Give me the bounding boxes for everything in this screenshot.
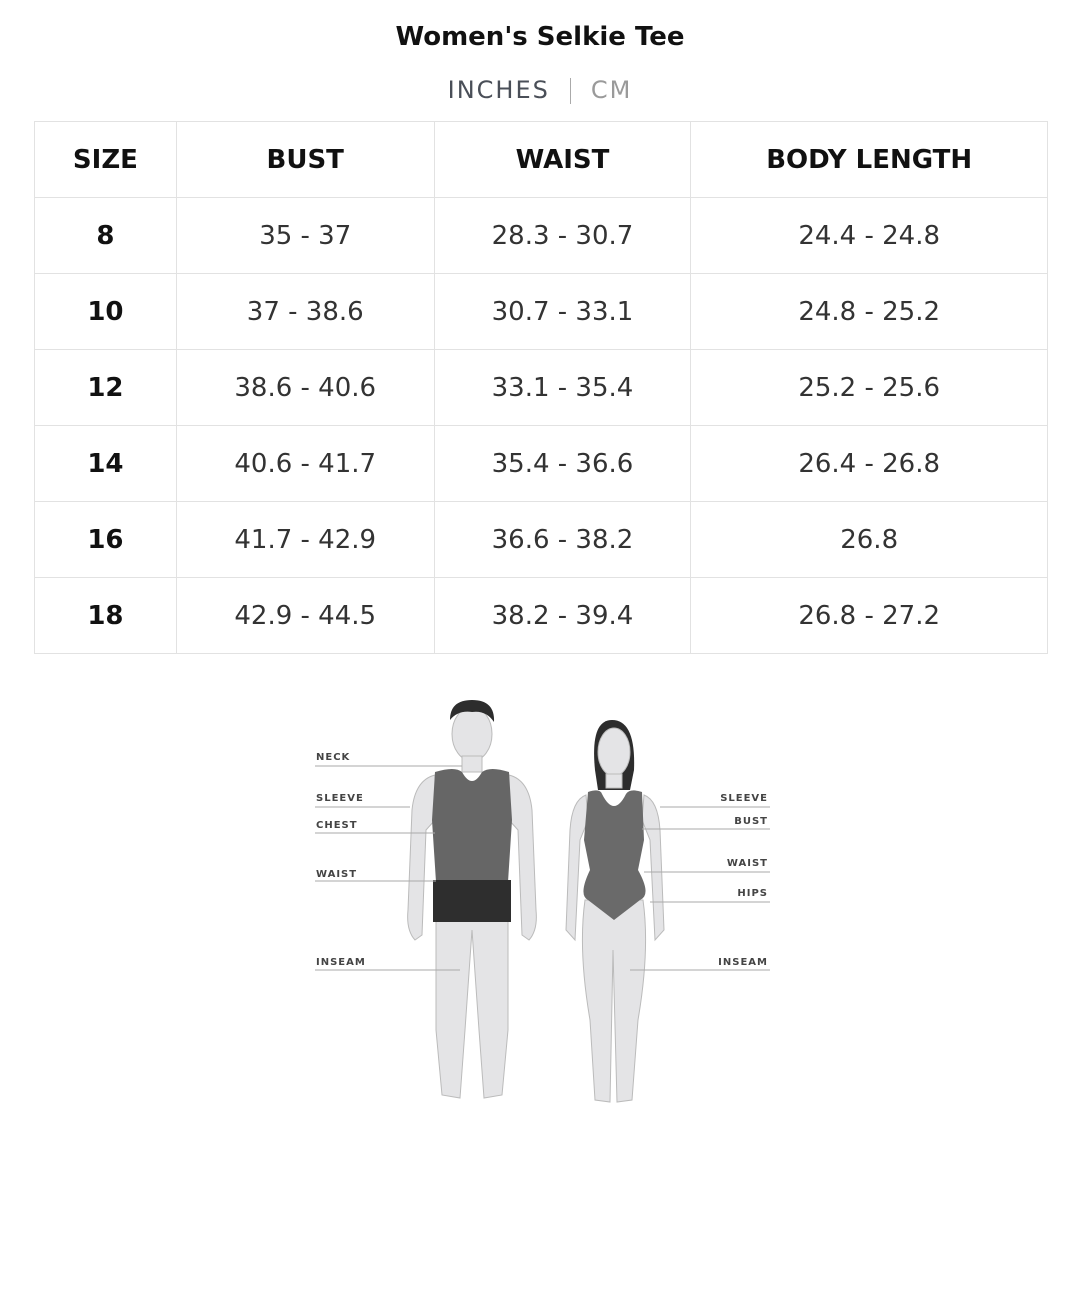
cell-size: 18: [34, 577, 177, 654]
cell-size: 10: [34, 273, 177, 350]
cell-bust: 37 - 38.6: [175, 273, 435, 350]
body-figures-illustration: [315, 700, 770, 1103]
cell-waist: 33.1 - 35.4: [433, 349, 692, 426]
cell-body-length: 26.4 - 26.8: [690, 425, 1048, 502]
label-waist-male: WAIST: [316, 869, 358, 880]
page-title: Women's Selkie Tee: [395, 22, 685, 52]
table-header-row: SIZE BUST WAIST BODY LENGTH: [34, 121, 1048, 198]
cell-waist: 36.6 - 38.2: [433, 501, 692, 578]
cell-size: 12: [34, 349, 177, 426]
table-row: 8 35 - 37 28.3 - 30.7 24.4 - 24.8: [34, 197, 1048, 274]
unit-divider: [569, 78, 571, 104]
cell-body-length: 26.8 - 27.2: [690, 577, 1048, 654]
label-sleeve-male: SLEEVE: [316, 793, 364, 804]
cell-bust: 41.7 - 42.9: [175, 501, 435, 578]
cell-body-length: 24.4 - 24.8: [690, 197, 1048, 274]
female-figure: [565, 720, 665, 1103]
cell-waist: 28.3 - 30.7: [433, 197, 692, 274]
label-inseam-male: INSEAM: [316, 957, 366, 968]
table-row: 10 37 - 38.6 30.7 - 33.1 24.8 - 25.2: [34, 273, 1048, 350]
label-hips: HIPS: [737, 888, 768, 899]
header-bust: BUST: [175, 121, 435, 198]
size-chart-table: SIZE BUST WAIST BODY LENGTH 8 35 - 37 28.3…: [34, 121, 1048, 654]
table-row: 16 41.7 - 42.9 36.6 - 38.2 26.8: [34, 501, 1048, 578]
label-bust: BUST: [734, 816, 768, 827]
table-row: 14 40.6 - 41.7 35.4 - 36.6 26.4 - 26.8: [34, 425, 1048, 502]
table-row: 18 42.9 - 44.5 38.2 - 39.4 26.8 - 27.2: [34, 577, 1048, 654]
header-waist: WAIST: [433, 121, 692, 198]
measurement-lines: [315, 765, 770, 971]
cell-bust: 38.6 - 40.6: [175, 349, 435, 426]
unit-toggle: INCHES CM: [0, 76, 1080, 104]
cell-size: 14: [34, 425, 177, 502]
label-chest: CHEST: [316, 820, 358, 831]
cell-size: 8: [34, 197, 177, 274]
cell-waist: 30.7 - 33.1: [433, 273, 692, 350]
cell-body-length: 26.8: [690, 501, 1048, 578]
table-row: 12 38.6 - 40.6 33.1 - 35.4 25.2 - 25.6: [34, 349, 1048, 426]
cell-size: 16: [34, 501, 177, 578]
cell-body-length: 25.2 - 25.6: [690, 349, 1048, 426]
cell-bust: 40.6 - 41.7: [175, 425, 435, 502]
cell-bust: 42.9 - 44.5: [175, 577, 435, 654]
cell-waist: 38.2 - 39.4: [433, 577, 692, 654]
body-measurement-diagram: NECK SLEEVE CHEST WAIST INSEAM SLEEVE BU…: [290, 690, 790, 1120]
cell-bust: 35 - 37: [175, 197, 435, 274]
cell-waist: 35.4 - 36.6: [433, 425, 692, 502]
label-neck: NECK: [316, 752, 351, 763]
label-waist-female: WAIST: [726, 858, 768, 869]
header-size: SIZE: [34, 121, 177, 198]
unit-inches-button[interactable]: INCHES: [447, 76, 550, 104]
cell-body-length: 24.8 - 25.2: [690, 273, 1048, 350]
male-figure: [407, 700, 537, 1099]
label-inseam-female: INSEAM: [718, 957, 768, 968]
header-body-length: BODY LENGTH: [690, 121, 1048, 198]
unit-cm-button[interactable]: CM: [590, 76, 633, 104]
label-sleeve-female: SLEEVE: [720, 793, 768, 804]
